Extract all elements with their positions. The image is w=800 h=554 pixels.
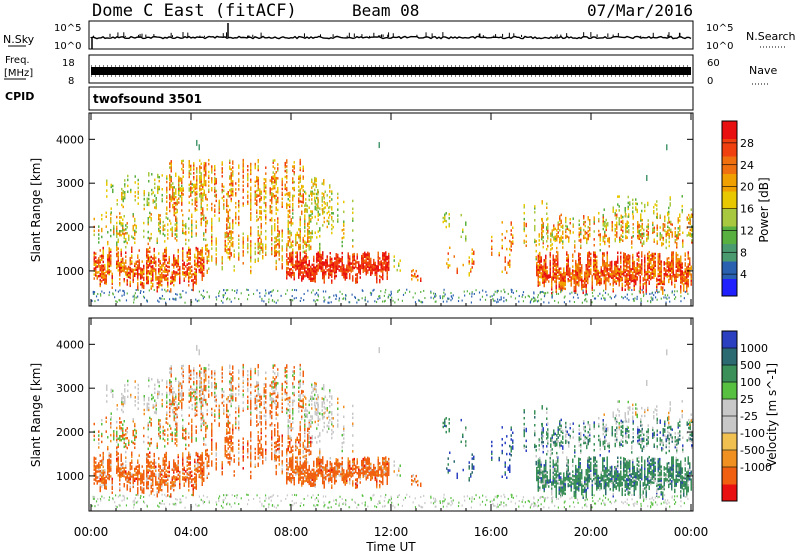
nave-label: Nave [749, 64, 777, 77]
freq-tick-top: 18 [62, 58, 75, 69]
y-tick-label: 2000 [56, 221, 84, 234]
power-colorbar: 28 24 20 16 12 8 4 [721, 120, 754, 297]
nsky-trace [90, 35, 692, 40]
freq-label: Freq. [5, 55, 30, 66]
x-tick-label: 00:00 [74, 525, 109, 539]
velocity-colorbar-tick: 1000 [740, 342, 768, 355]
nsky-spikes [91, 23, 681, 49]
nsky-tick-bottom: 10^0 [54, 41, 81, 52]
freq-band [91, 67, 691, 75]
nave-tick-top: 60 [707, 58, 720, 69]
power-colorbar-tick: 12 [740, 224, 754, 237]
power-colorbar-tick: 24 [740, 159, 754, 172]
y-tick-label: 1000 [56, 470, 84, 483]
velocity-data [91, 344, 693, 509]
velocity-colorbar-tick: -25 [740, 410, 758, 423]
cpid-label: CPID [5, 90, 34, 103]
x-tick-label: 20:00 [574, 525, 609, 539]
freq-strip: Freq. [MHz] 18 8 60 0 Nave [4, 54, 777, 87]
time-axis: 00:00 04:00 08:00 12:00 16:00 20:00 00:00 [74, 113, 709, 539]
nave-tick-bottom: 0 [707, 76, 713, 87]
y-tick-label: 2000 [56, 426, 84, 439]
cpid-strip: CPID twofsound 3501 [5, 86, 694, 111]
power-y-axis: 1000 2000 3000 4000 [56, 133, 693, 278]
nsky-strip: N.Sky 10^5 10^0 10^5 10^0 N.Search [3, 20, 796, 52]
y-tick-label: 3000 [56, 177, 84, 190]
site-title: Dome C East (fitACF) [92, 1, 297, 21]
power-ylabel: Slant Range [km] [29, 158, 43, 262]
velocity-colorbar-label: Velocity [m s^-1] [765, 363, 779, 467]
power-colorbar-tick: 4 [740, 268, 747, 281]
power-colorbar-tick: 20 [740, 181, 754, 194]
nsky-label: N.Sky [3, 33, 35, 46]
velocity-colorbar: 1000 500 100 25 -25 -100 -500 -1000 [721, 330, 772, 502]
nsearch-tick-top: 10^5 [706, 23, 733, 34]
y-tick-label: 4000 [56, 338, 84, 351]
freq-tick-bottom: 8 [68, 76, 74, 87]
velocity-panel: 1000 2000 3000 4000 Slant Range [km] 1000 50… [29, 317, 779, 512]
beam-title: Beam 08 [352, 1, 419, 20]
velocity-colorbar-tick: -100 [740, 427, 765, 440]
nsky-tick-top: 10^5 [54, 23, 81, 34]
freq-unit: [MHz] [4, 68, 33, 79]
date-title: 07/Mar/2016 [587, 1, 693, 20]
velocity-colorbar-tick: 100 [740, 376, 761, 389]
x-tick-label: 04:00 [174, 525, 209, 539]
power-colorbar-tick: 8 [740, 246, 747, 259]
x-tick-label: 08:00 [274, 525, 309, 539]
velocity-ylabel: Slant Range [km] [29, 363, 43, 467]
power-colorbar-tick: 16 [740, 203, 754, 216]
nsearch-tick-bottom: 10^0 [706, 41, 733, 52]
cpid-value: twofsound 3501 [93, 92, 202, 106]
x-tick-label: 00:00 [674, 525, 709, 539]
power-colorbar-tick: 28 [740, 137, 754, 150]
time-axis-label: Time UT [365, 540, 416, 554]
velocity-colorbar-tick: -1000 [740, 461, 772, 474]
y-tick-label: 4000 [56, 133, 84, 146]
velocity-colorbar-tick: 500 [740, 359, 761, 372]
y-tick-label: 1000 [56, 265, 84, 278]
power-panel: 1000 2000 3000 4000 Slant Range [km] 28 24 20… [29, 112, 771, 307]
nsearch-label: N.Search [746, 30, 796, 43]
velocity-colorbar-tick: 25 [740, 393, 754, 406]
power-colorbar-label: Power [dB] [757, 177, 771, 242]
x-tick-label: 16:00 [474, 525, 509, 539]
x-tick-label: 12:00 [374, 525, 409, 539]
velocity-y-axis: 1000 2000 3000 4000 [56, 338, 693, 483]
power-data [91, 139, 693, 304]
y-tick-label: 3000 [56, 382, 84, 395]
velocity-colorbar-tick: -500 [740, 444, 765, 457]
